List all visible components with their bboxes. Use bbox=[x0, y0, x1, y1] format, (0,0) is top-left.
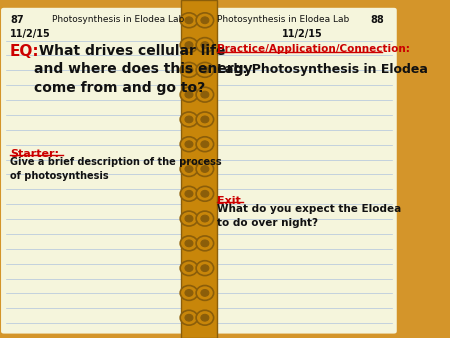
Circle shape bbox=[201, 190, 209, 197]
Circle shape bbox=[185, 240, 193, 247]
Circle shape bbox=[196, 63, 214, 77]
Circle shape bbox=[196, 87, 214, 102]
Circle shape bbox=[180, 162, 198, 176]
Circle shape bbox=[185, 215, 193, 222]
Text: EQ:: EQ: bbox=[10, 44, 40, 59]
Circle shape bbox=[180, 310, 198, 325]
Circle shape bbox=[180, 186, 198, 201]
Circle shape bbox=[196, 286, 214, 300]
FancyBboxPatch shape bbox=[181, 0, 217, 338]
Circle shape bbox=[201, 240, 209, 247]
Circle shape bbox=[196, 112, 214, 127]
Text: What drives cellular life
and where does this energy
come from and go to?: What drives cellular life and where does… bbox=[34, 44, 252, 95]
Text: 11/2/15: 11/2/15 bbox=[282, 29, 323, 39]
Circle shape bbox=[201, 265, 209, 271]
Circle shape bbox=[196, 236, 214, 251]
Text: Lab: Photosynthesis in Elodea: Lab: Photosynthesis in Elodea bbox=[217, 63, 428, 75]
FancyBboxPatch shape bbox=[209, 7, 398, 335]
Circle shape bbox=[185, 166, 193, 172]
Circle shape bbox=[180, 87, 198, 102]
Text: 11/2/15: 11/2/15 bbox=[10, 29, 51, 39]
Circle shape bbox=[201, 290, 209, 296]
Text: Practice/Application/Connection:: Practice/Application/Connection: bbox=[217, 44, 410, 54]
Circle shape bbox=[201, 166, 209, 172]
Circle shape bbox=[201, 116, 209, 123]
Circle shape bbox=[201, 67, 209, 73]
Circle shape bbox=[180, 286, 198, 300]
Circle shape bbox=[185, 314, 193, 321]
Circle shape bbox=[196, 310, 214, 325]
Circle shape bbox=[185, 42, 193, 48]
Text: Photosynthesis in Elodea Lab: Photosynthesis in Elodea Lab bbox=[217, 15, 349, 24]
Circle shape bbox=[185, 141, 193, 148]
Circle shape bbox=[185, 290, 193, 296]
Circle shape bbox=[185, 265, 193, 271]
Circle shape bbox=[201, 314, 209, 321]
Circle shape bbox=[196, 211, 214, 226]
Circle shape bbox=[185, 190, 193, 197]
Circle shape bbox=[180, 38, 198, 52]
Text: Exit: Exit bbox=[217, 196, 241, 206]
Text: Photosynthesis in Elodea Lab: Photosynthesis in Elodea Lab bbox=[52, 15, 184, 24]
Circle shape bbox=[185, 91, 193, 98]
Circle shape bbox=[180, 236, 198, 251]
Circle shape bbox=[180, 137, 198, 152]
Circle shape bbox=[185, 67, 193, 73]
Text: What do you expect the Elodea
to do over night?: What do you expect the Elodea to do over… bbox=[217, 204, 401, 228]
Text: Starter:: Starter: bbox=[10, 149, 59, 159]
Circle shape bbox=[180, 261, 198, 275]
Circle shape bbox=[180, 112, 198, 127]
Circle shape bbox=[201, 91, 209, 98]
Circle shape bbox=[185, 116, 193, 123]
Circle shape bbox=[201, 17, 209, 24]
Circle shape bbox=[196, 261, 214, 275]
Circle shape bbox=[180, 63, 198, 77]
Circle shape bbox=[201, 141, 209, 148]
Circle shape bbox=[196, 162, 214, 176]
Circle shape bbox=[201, 42, 209, 48]
Circle shape bbox=[201, 215, 209, 222]
Circle shape bbox=[196, 13, 214, 28]
Text: 88: 88 bbox=[370, 15, 384, 25]
Circle shape bbox=[180, 211, 198, 226]
Circle shape bbox=[196, 38, 214, 52]
Circle shape bbox=[180, 13, 198, 28]
Circle shape bbox=[196, 137, 214, 152]
Circle shape bbox=[196, 186, 214, 201]
FancyBboxPatch shape bbox=[0, 7, 189, 335]
Text: Give a brief description of the process
of photosynthesis: Give a brief description of the process … bbox=[10, 157, 221, 181]
Text: 87: 87 bbox=[10, 15, 23, 25]
Circle shape bbox=[185, 17, 193, 24]
